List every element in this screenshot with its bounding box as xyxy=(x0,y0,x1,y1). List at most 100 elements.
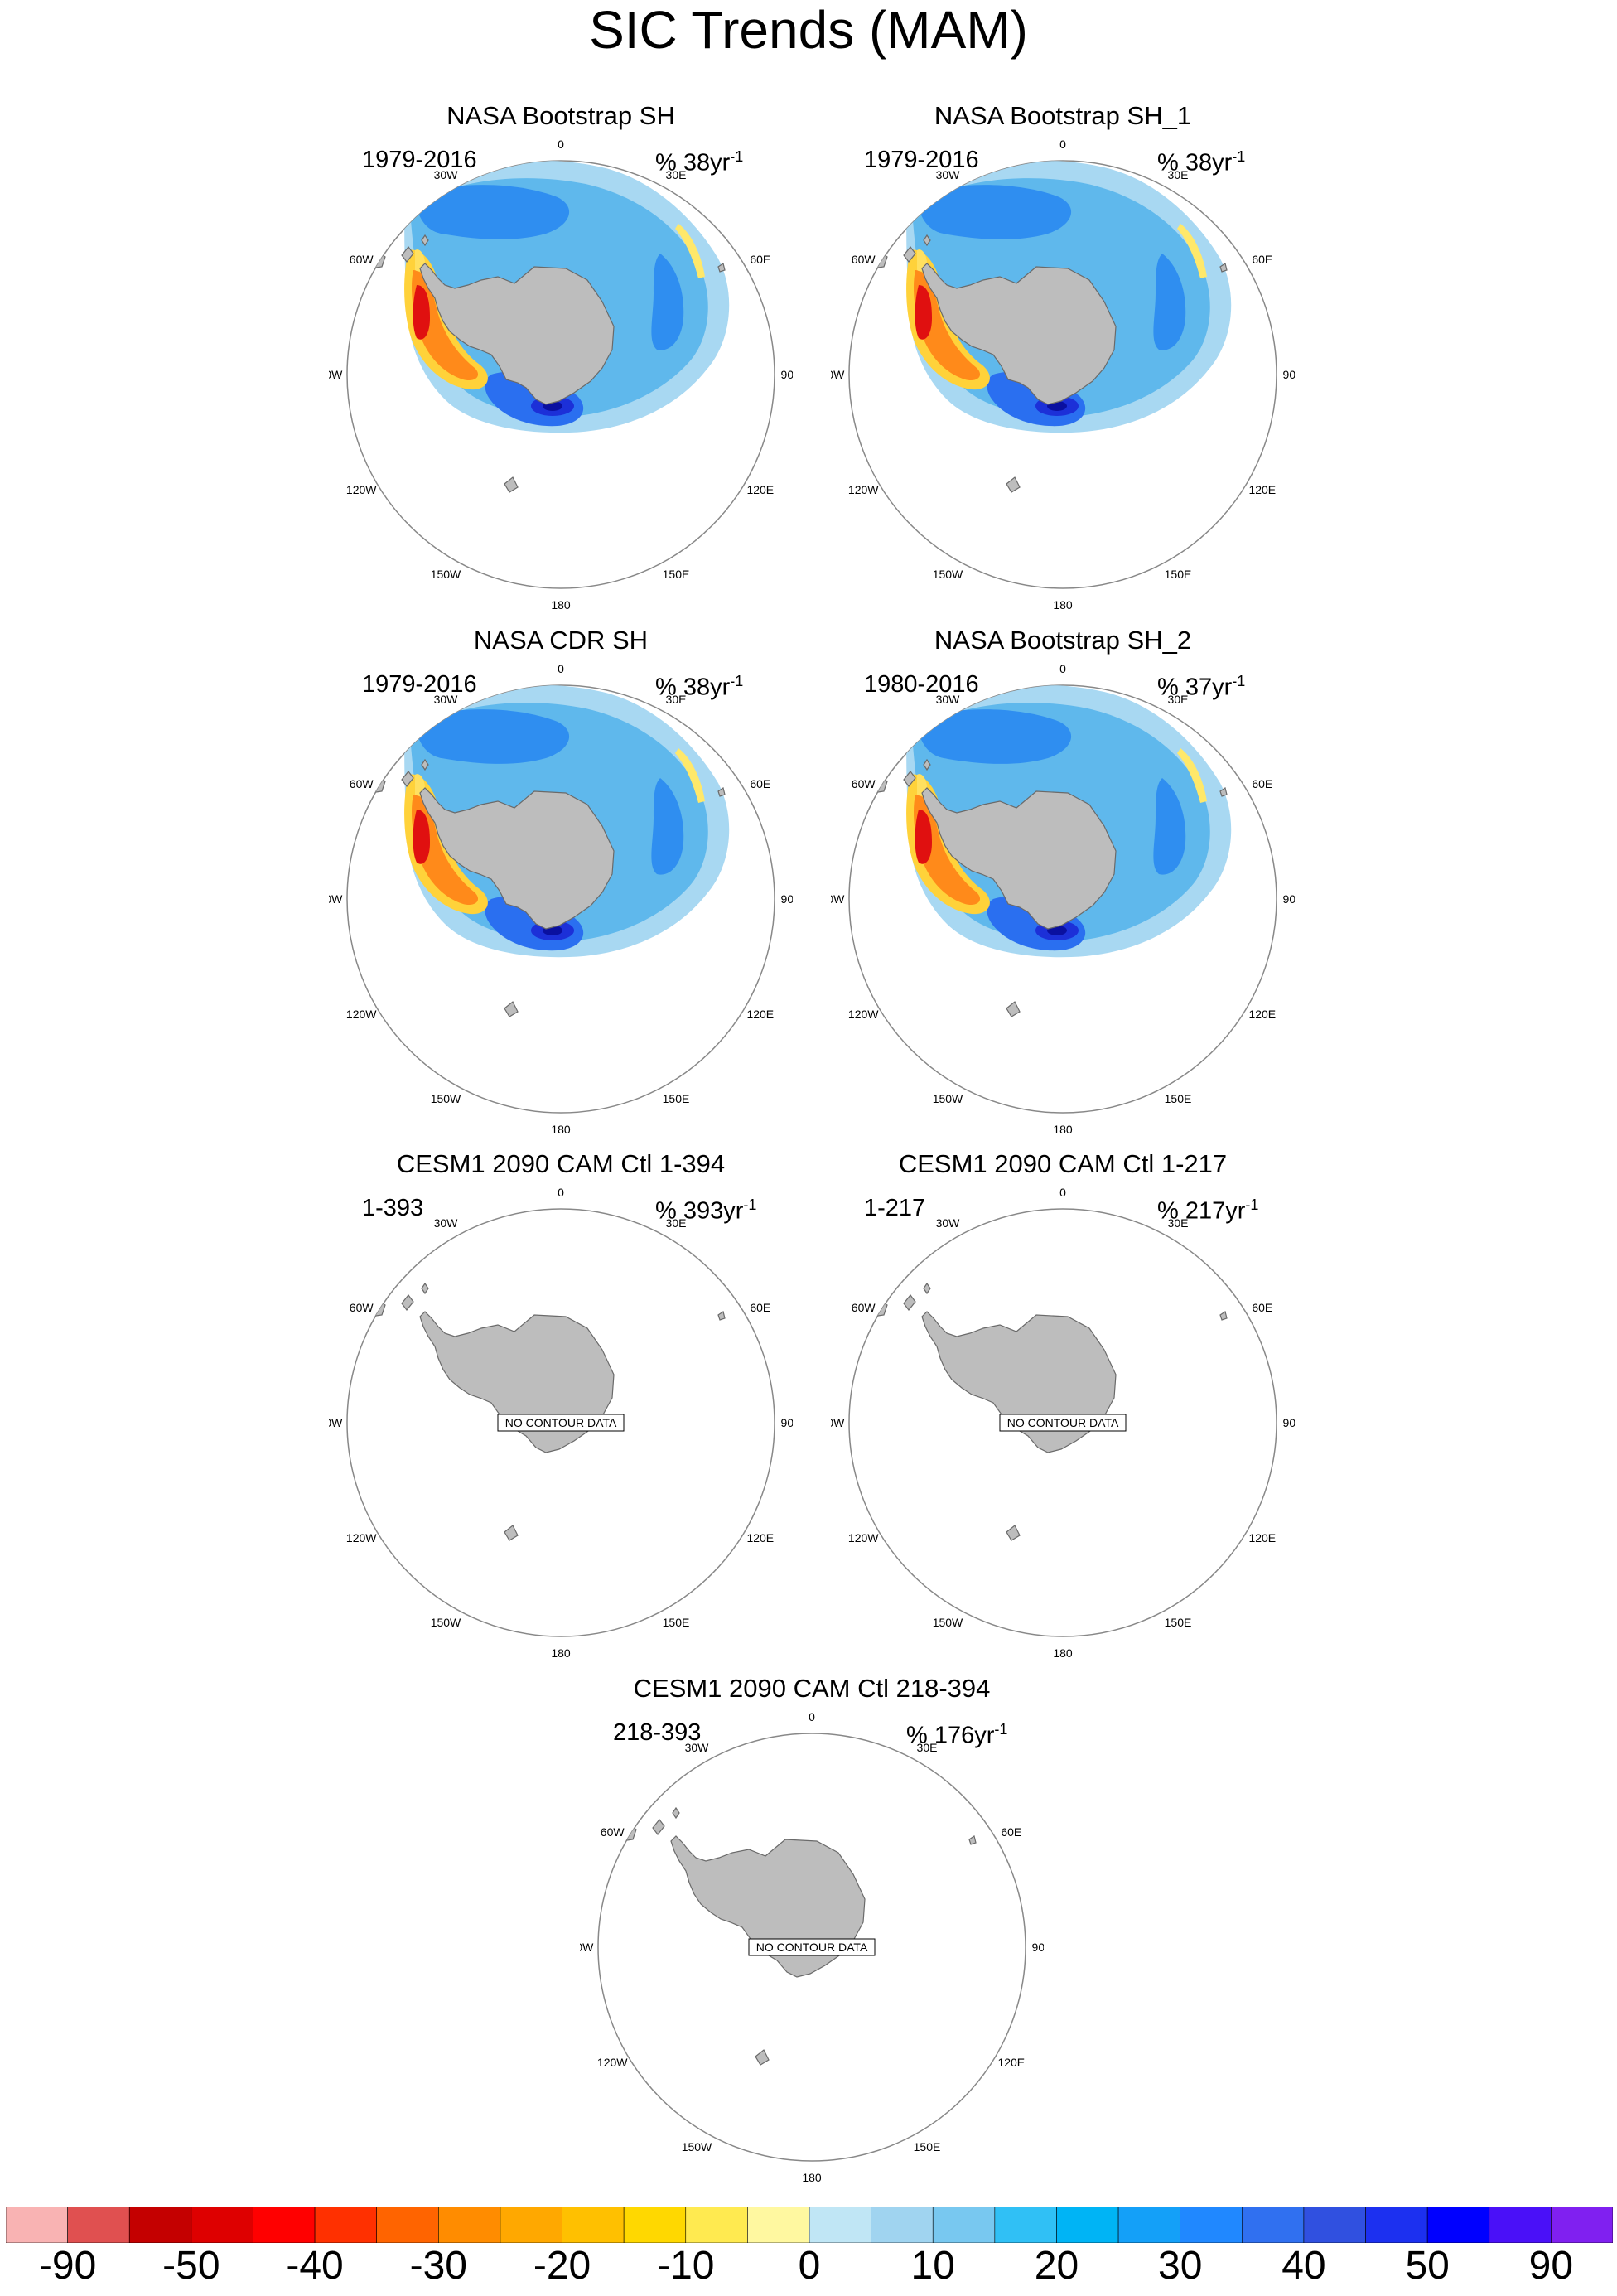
colorbar-tick-label: -90 xyxy=(38,2244,97,2288)
lon-label: 150E xyxy=(1165,1092,1192,1105)
colorbar-box xyxy=(932,2206,996,2244)
panel-period: 1-393 xyxy=(362,1195,424,1221)
colorbar-tick-label: 90 xyxy=(1528,2244,1574,2288)
lon-label: 120E xyxy=(746,1531,774,1544)
lon-label: 120E xyxy=(746,1008,774,1021)
panel-units: % 217yr-1 xyxy=(1157,1196,1259,1225)
lon-label: 60E xyxy=(1001,1825,1021,1839)
colorbar-tick-label: 20 xyxy=(1034,2244,1079,2288)
lon-label: 90W xyxy=(580,1941,594,1954)
panel-title: CESM1 2090 CAM Ctl 1-217 xyxy=(898,1149,1228,1178)
lon-label: 150E xyxy=(1165,568,1192,581)
colorbar-tick-label: -10 xyxy=(657,2244,715,2288)
lon-label: 30E xyxy=(917,1741,938,1754)
lon-label: 120W xyxy=(346,1008,377,1021)
lon-label: 30W xyxy=(685,1741,710,1754)
lon-label: 120W xyxy=(346,1531,377,1544)
colorbar-box xyxy=(1365,2206,1428,2244)
panel-title: CESM1 2090 CAM Ctl 218-394 xyxy=(633,1674,991,1703)
figure-title: SIC Trends (MAM) xyxy=(589,0,1028,60)
lon-label: 150W xyxy=(431,568,461,581)
panel-units: % 176yr-1 xyxy=(906,1721,1008,1749)
lon-label: 90E xyxy=(1283,368,1295,381)
lon-label: 30W xyxy=(936,693,961,706)
map-panel: 0 30E 60E 90E 120E 150E 180 150W 120W 90W 60W 30W N… xyxy=(329,626,793,1172)
colorbar-tick-label: 0 xyxy=(798,2244,821,2288)
lon-label: 180 xyxy=(551,1123,571,1136)
lon-label: 150E xyxy=(663,568,690,581)
polar-map: 0 30E 60E 90E 120E 150E 180 150W 120W 90W 60W 30W xyxy=(831,662,1295,1136)
lon-label: 150W xyxy=(933,1616,963,1629)
panel-units: % 38yr-1 xyxy=(655,673,744,701)
lon-label: 120W xyxy=(848,1531,879,1544)
no-data-box xyxy=(748,1938,876,1956)
lon-label: 90E xyxy=(781,1416,793,1429)
map-panel: 0 30E 60E 90E 120E 150E 180 150W 120W 90W 60W 30W NO… xyxy=(831,1149,1295,1696)
panel-title: NASA Bootstrap SH_1 xyxy=(934,101,1192,130)
colorbar-box xyxy=(1551,2206,1614,2244)
lon-label: 60W xyxy=(350,253,374,266)
lon-label: 90E xyxy=(1032,1941,1044,1954)
lon-label: 60E xyxy=(750,777,770,790)
colorbar-box xyxy=(253,2206,316,2244)
lon-label: 120E xyxy=(1248,483,1276,496)
colorbar-tick-label: 10 xyxy=(910,2244,955,2288)
lon-label: 0 xyxy=(558,138,564,151)
panel-period: 1979-2016 xyxy=(362,671,477,698)
colorbar-box xyxy=(314,2206,377,2244)
lon-label: 90W xyxy=(831,368,845,381)
lon-label: 0 xyxy=(558,1186,564,1199)
lon-label: 30E xyxy=(1168,1216,1189,1230)
colorbar-box xyxy=(1056,2206,1119,2244)
lon-label: 60E xyxy=(1252,253,1272,266)
lon-label: 60W xyxy=(852,253,876,266)
lon-label: 30W xyxy=(936,168,961,181)
no-data-label: NO CONTOUR DATA xyxy=(756,1941,868,1954)
polar-map: 0 30E 60E 90E 120E 150E 180 150W 120W 90W 60W 30W xyxy=(329,662,793,1136)
panel-period: 1979-2016 xyxy=(864,147,979,173)
lon-label: 90W xyxy=(329,1416,343,1429)
lon-label: 120W xyxy=(597,2056,628,2069)
panel-title: CESM1 2090 CAM Ctl 1-394 xyxy=(396,1149,726,1178)
panel-period: 1980-2016 xyxy=(864,671,979,698)
lon-label: 0 xyxy=(1059,662,1066,675)
antarctica-landmass xyxy=(419,263,615,405)
panel-period: 1979-2016 xyxy=(362,147,477,173)
colorbar-tick-label: 50 xyxy=(1405,2244,1450,2288)
colorbar-box xyxy=(685,2206,748,2244)
lon-label: 30W xyxy=(936,1216,961,1230)
colorbar-boxes xyxy=(5,2206,1614,2244)
colorbar-tick-label: -40 xyxy=(286,2244,344,2288)
colorbar-box xyxy=(376,2206,439,2244)
polar-map: 0 30E 60E 90E 120E 150E 180 150W 120W 90W 60W 30W NO… xyxy=(329,1186,793,1660)
lon-label: 150W xyxy=(682,2140,712,2153)
colorbar-box xyxy=(5,2206,68,2244)
lon-label: 150W xyxy=(933,568,963,581)
colorbar-tick-label: 40 xyxy=(1282,2244,1326,2288)
colorbar-tick-label: 30 xyxy=(1157,2244,1203,2288)
antarctica-landmass xyxy=(921,263,1117,405)
lon-label: 150E xyxy=(1165,1616,1192,1629)
no-data-box xyxy=(999,1414,1127,1432)
lon-label: 120W xyxy=(848,483,879,496)
lon-label: 30E xyxy=(1168,168,1189,181)
colorbar: -90 -50 -40 -30 -20 -10 0 10 20 30 40 50 90 xyxy=(5,2206,1614,2289)
lon-label: 30E xyxy=(666,1216,687,1230)
lon-label: 0 xyxy=(1059,138,1066,151)
map-panel: 0 30E 60E 90E 120E 150E 180 150W 120W 90W 60W 30W N… xyxy=(831,626,1295,1172)
antarctica-landmass xyxy=(921,787,1117,930)
lon-label: 60W xyxy=(350,777,374,790)
lon-label: 90E xyxy=(781,892,793,906)
colorbar-box xyxy=(67,2206,130,2244)
colorbar-tick-label: -30 xyxy=(409,2244,467,2288)
lon-label: 90E xyxy=(1283,892,1295,906)
lon-label: 180 xyxy=(551,598,571,611)
lon-label: 0 xyxy=(808,1710,815,1723)
no-data-label: NO CONTOUR DATA xyxy=(505,1416,617,1429)
colorbar-box xyxy=(808,2206,871,2244)
lon-label: 180 xyxy=(1053,1646,1073,1660)
lon-label: 90W xyxy=(329,368,343,381)
lon-label: 120E xyxy=(746,483,774,496)
lon-label: 150E xyxy=(663,1616,690,1629)
lon-label: 120W xyxy=(848,1008,879,1021)
